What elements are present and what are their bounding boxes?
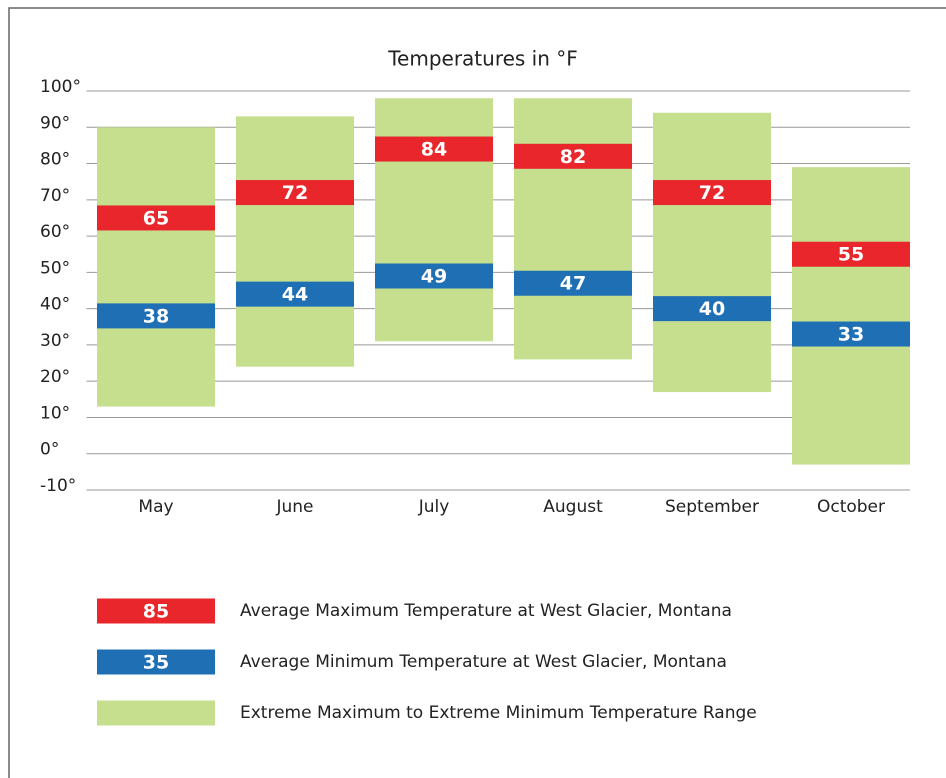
- x-tick-label: May: [138, 497, 173, 517]
- average-band: [375, 263, 493, 289]
- y-tick-label: -10°: [40, 476, 76, 496]
- legend-sample: 35: [143, 652, 169, 674]
- average-band: [514, 270, 632, 296]
- average-band: [97, 205, 215, 231]
- chart-title: Temperatures in °F: [387, 47, 578, 71]
- y-tick-label: 50°: [40, 258, 70, 278]
- range-bar: [514, 98, 632, 360]
- legend-swatch: [97, 700, 215, 726]
- legend-label: Average Minimum Temperature at West Glac…: [240, 652, 727, 672]
- x-tick-label: July: [418, 497, 450, 517]
- data-label: 72: [282, 182, 308, 204]
- legend-swatch: [97, 598, 215, 624]
- data-label: 40: [699, 298, 725, 320]
- y-tick-label: 80°: [40, 150, 70, 170]
- x-tick-label: June: [275, 497, 313, 517]
- data-label: 38: [143, 305, 169, 327]
- y-tick-label: 10°: [40, 403, 70, 423]
- data-label: 44: [282, 284, 308, 306]
- average-band: [653, 180, 771, 206]
- average-band: [236, 281, 354, 307]
- data-label: 49: [421, 265, 447, 287]
- y-tick-label: 70°: [40, 186, 70, 206]
- y-tick-label: 100°: [40, 77, 81, 97]
- data-label: 65: [143, 207, 169, 229]
- range-bar: [792, 167, 910, 465]
- average-band: [792, 241, 910, 267]
- legend-sample: 85: [143, 601, 169, 623]
- legend-label: Average Maximum Temperature at West Glac…: [240, 601, 732, 621]
- frame: [8, 7, 946, 778]
- legend-swatch: [97, 649, 215, 675]
- data-label: 82: [560, 146, 586, 168]
- data-label: 84: [421, 139, 447, 161]
- range-bar: [97, 127, 215, 407]
- y-tick-label: 40°: [40, 295, 70, 315]
- legend-label: Extreme Maximum to Extreme Minimum Tempe…: [240, 703, 757, 723]
- data-label: 55: [838, 244, 864, 266]
- x-tick-label: October: [817, 497, 885, 517]
- data-label: 47: [560, 273, 586, 295]
- data-label: 72: [699, 182, 725, 204]
- y-tick-label: 90°: [40, 113, 70, 133]
- range-bar: [236, 116, 354, 367]
- average-band: [653, 296, 771, 322]
- average-band: [514, 143, 632, 169]
- average-band: [375, 136, 493, 162]
- data-label: 33: [838, 324, 864, 346]
- y-tick-label: 60°: [40, 222, 70, 242]
- y-tick-label: 20°: [40, 367, 70, 387]
- range-bar: [653, 112, 771, 393]
- average-band: [97, 303, 215, 329]
- x-tick-label: September: [665, 497, 759, 517]
- y-tick-label: 30°: [40, 331, 70, 351]
- average-band: [792, 321, 910, 347]
- range-bar: [375, 98, 493, 342]
- x-tick-label: August: [543, 497, 603, 517]
- average-band: [236, 180, 354, 206]
- y-tick-label: 0°: [40, 440, 59, 460]
